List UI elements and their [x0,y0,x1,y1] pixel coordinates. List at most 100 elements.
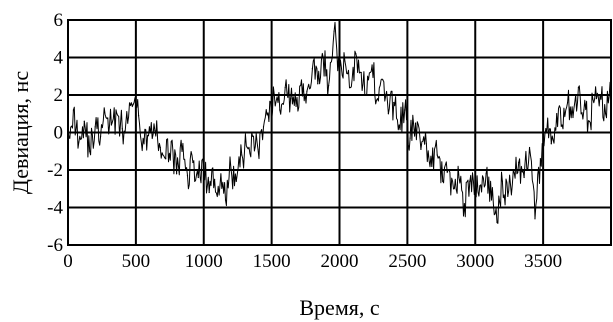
data-point [550,143,552,145]
y-axis-label: Девиация, нс [8,71,33,194]
data-point [338,75,341,77]
data-point [284,86,286,89]
x-tick-label: 0 [63,251,73,272]
data-point [148,126,151,128]
data-point [507,195,509,197]
data-point [116,113,118,115]
data-point [431,165,433,167]
data-point [154,130,156,132]
data-point [583,109,585,111]
x-tick-label: 2000 [321,251,359,272]
data-point [398,124,400,126]
data-point [143,143,145,145]
x-tick-label: 500 [122,251,151,272]
data-point [572,116,574,119]
y-tick-label: 2 [54,85,64,106]
y-tick-label: 4 [54,48,64,69]
data-point [317,83,319,85]
data-point [425,143,427,145]
data-point [528,146,531,149]
data-point [295,105,297,107]
data-point [333,30,335,32]
data-point [181,150,183,152]
data-point [127,122,129,124]
data-point [230,167,232,169]
x-tick-label: 2500 [388,251,426,272]
y-tick-label: -4 [47,198,63,219]
data-point [344,60,346,62]
data-point [376,98,379,100]
data-point [360,71,362,74]
x-tick-label: 1500 [253,251,291,272]
data-point [219,184,221,186]
data-point [328,85,330,87]
data-point [192,161,194,164]
data-point [447,169,449,171]
data-point [366,94,368,96]
data-point [290,98,292,100]
data-point [577,86,580,89]
y-tick-label: 0 [54,123,64,144]
data-point [490,199,493,201]
data-point [197,176,199,179]
y-tick-label: -2 [47,160,63,181]
data-point [72,109,75,111]
data-point [306,90,308,92]
x-tick-label: 3000 [456,251,494,272]
data-point [566,101,569,104]
y-tick-label: -6 [47,235,63,256]
data-point [420,148,422,150]
y-axis-ticks: 6 4 2 0 -2 -4 -6 [47,10,63,256]
x-tick-label: 1000 [185,251,223,272]
data-point [110,124,113,126]
data-point [322,56,324,59]
y-tick-label: 6 [54,10,64,31]
data-point [512,169,514,171]
data-point [300,79,303,81]
data-point [442,180,444,182]
data-point [279,109,281,111]
data-point [203,165,205,167]
data-point [561,124,563,126]
data-point [137,115,140,117]
data-point [132,103,134,105]
data-point [214,178,216,180]
data-point [409,137,411,139]
data-point [208,191,210,194]
data-point [480,184,482,186]
x-axis-label: Время, с [299,295,379,320]
data-point [474,191,476,194]
data-point [545,128,547,130]
grid-lines [68,20,611,245]
data-point [414,122,417,124]
data-point [458,176,460,179]
data-point [83,120,85,122]
data-point [252,135,254,137]
data-point [588,120,590,122]
data-point [539,158,542,160]
data-point [469,180,471,182]
data-point [105,116,107,119]
data-point [159,146,161,149]
data-point [594,98,596,100]
x-tick-label: 3500 [524,251,562,272]
data-point [273,94,275,96]
data-point [349,86,351,89]
data-point [241,154,243,156]
data-point [393,101,395,104]
data-point [501,180,503,182]
data-point [94,126,96,128]
data-point [387,113,389,115]
data-point [176,173,178,175]
data-point [170,141,172,143]
data-point [404,109,406,111]
data-point [186,175,189,177]
data-point [246,146,248,149]
data-point [355,53,357,55]
data-point [99,135,102,137]
data-point [224,199,227,201]
data-point [371,64,373,66]
data-point [121,128,123,130]
data-point [556,113,558,115]
